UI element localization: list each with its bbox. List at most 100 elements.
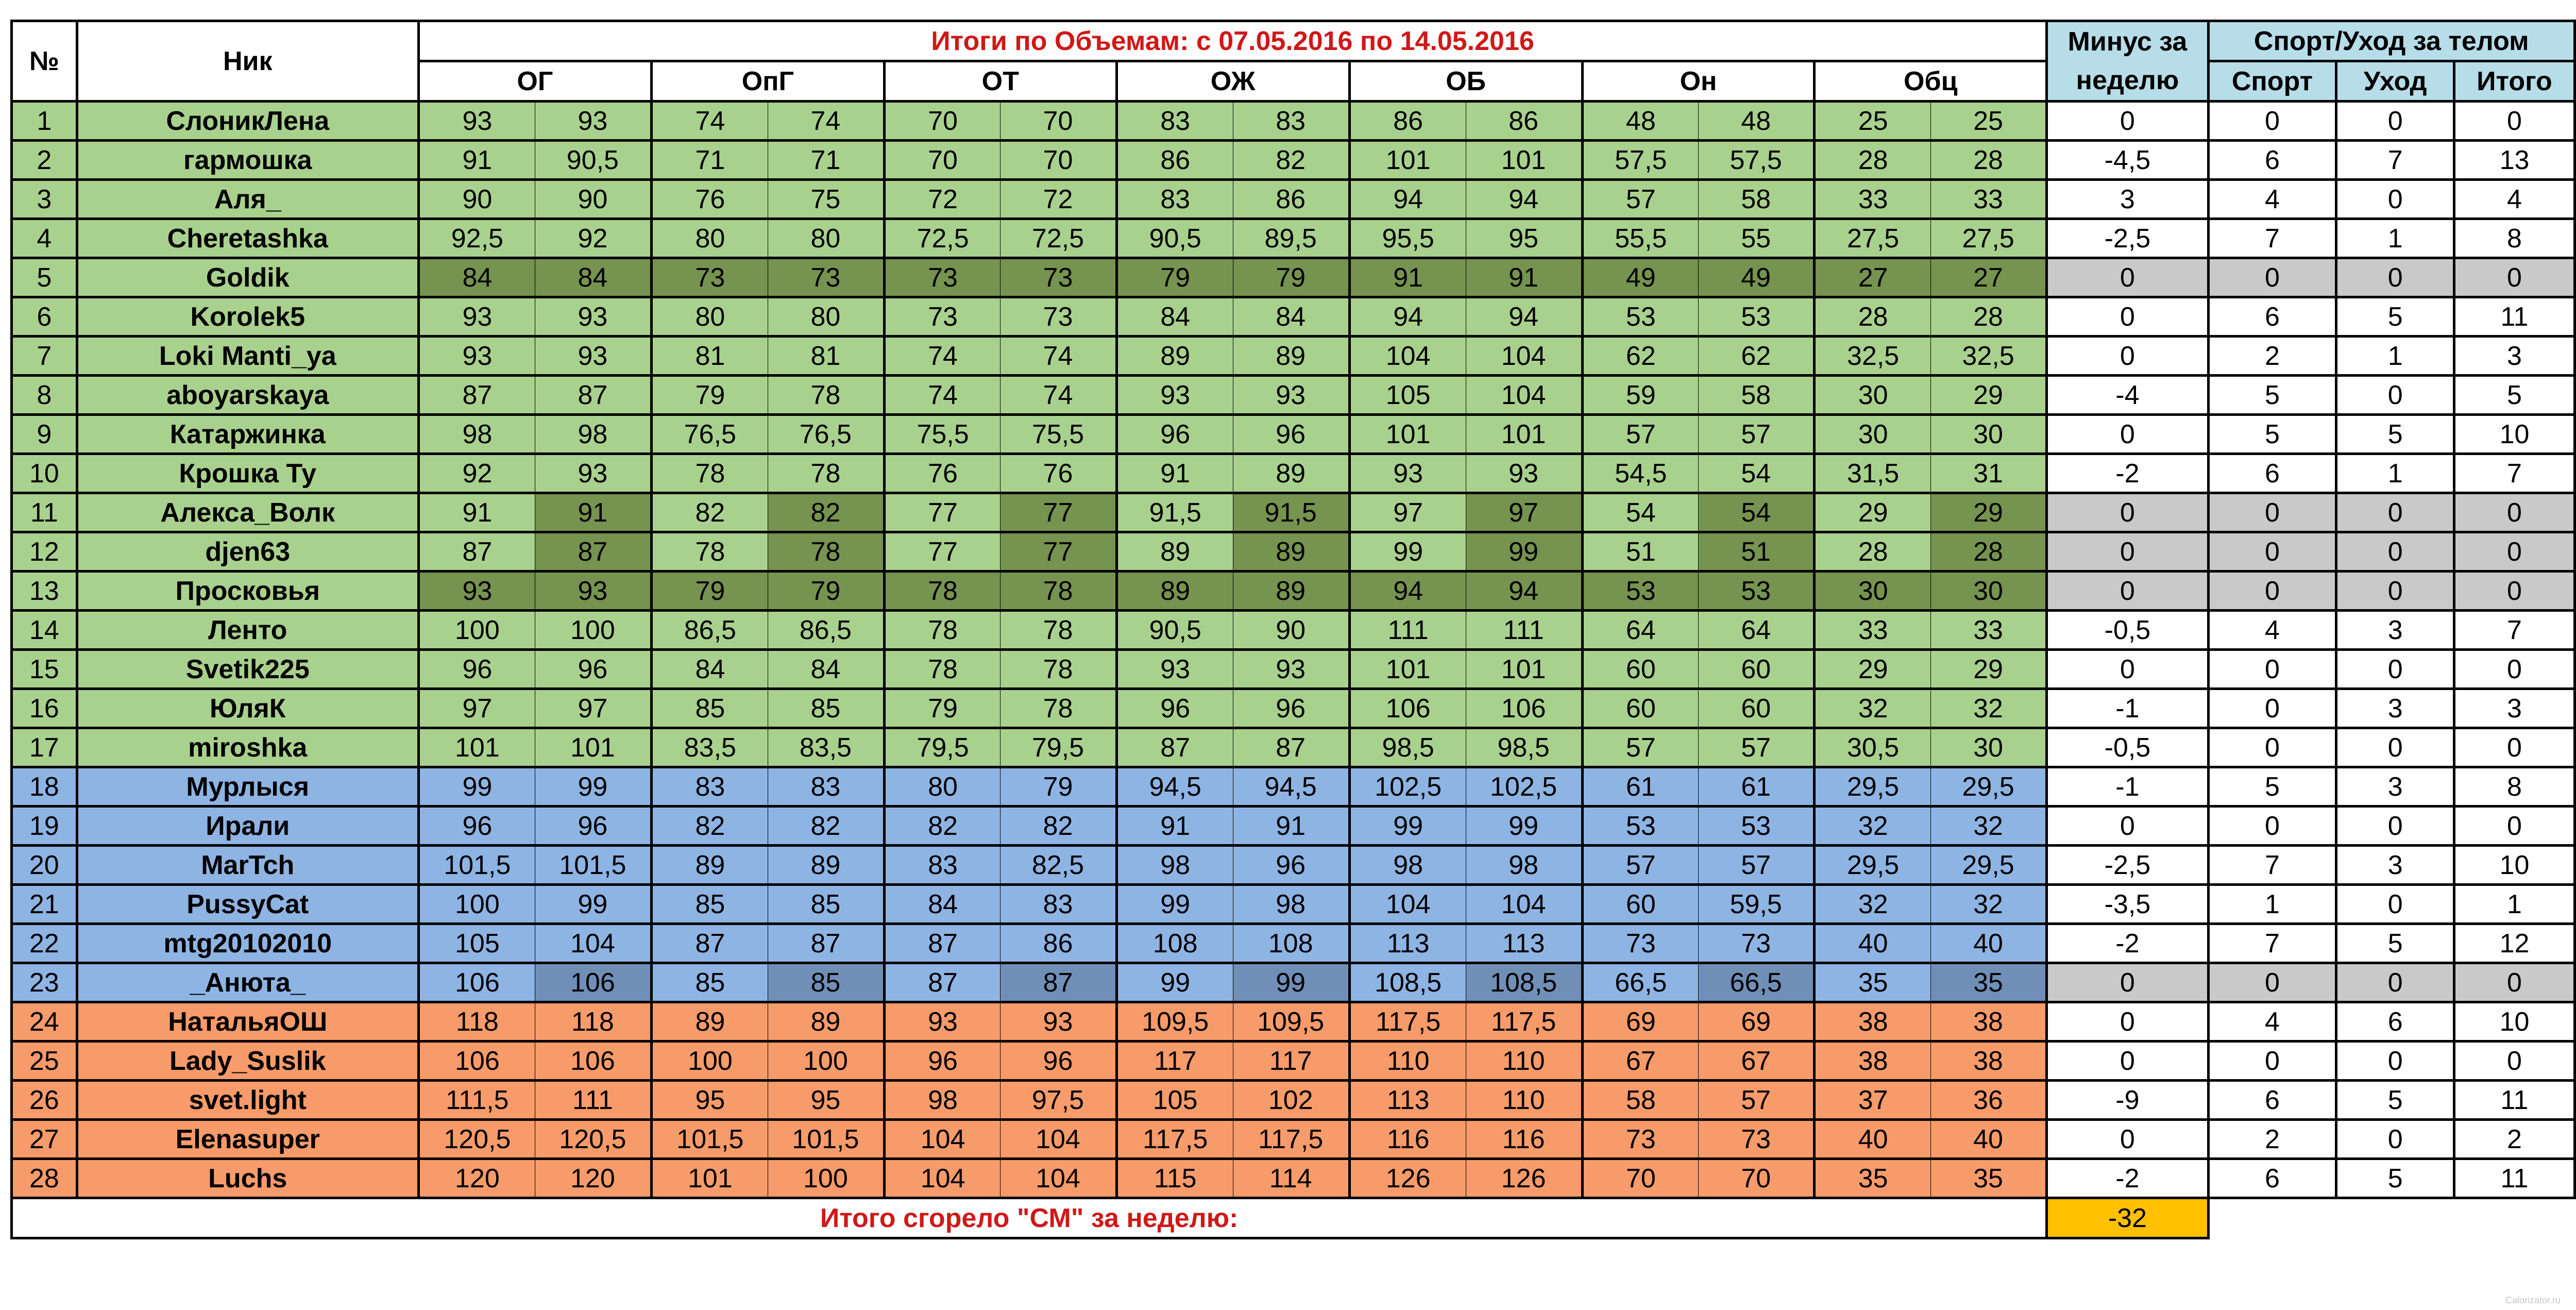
row-nick: aboyarskaya bbox=[75, 374, 420, 416]
row-value: 74 bbox=[883, 374, 1001, 416]
row-value: 76 bbox=[883, 452, 1001, 494]
header-group-ozh: ОЖ bbox=[1115, 60, 1351, 103]
row-value: 100 bbox=[767, 1040, 886, 1082]
row-minus-week: 0 bbox=[2045, 100, 2210, 142]
row-sport: 0 bbox=[2207, 687, 2338, 729]
table-row: 7 Loki Manti_ya 93 93 81 81 74 74 89 89 104 104 62 62… bbox=[10, 335, 2576, 377]
row-value: 91 bbox=[417, 139, 535, 181]
row-number: 7 bbox=[10, 335, 78, 377]
table-row: 2 гармошка 91 90,5 71 71 70 70 86 82 101 101 57,5 57,… bbox=[10, 139, 2576, 181]
row-value: 73 bbox=[767, 257, 886, 298]
table-title: Итоги по Объемам: с 07.05.2016 по 14.05.… bbox=[417, 20, 2048, 62]
row-number: 13 bbox=[10, 570, 78, 612]
row-nick: _Анюта_ bbox=[75, 962, 420, 1003]
row-value: 104 bbox=[1000, 1118, 1118, 1160]
table-row: 22 mtg20102010 105 104 87 87 87 86 108 108 113 113 7… bbox=[10, 922, 2576, 964]
row-nick: НатальяОШ bbox=[75, 1001, 420, 1043]
table-row: 6 Korolek5 93 93 80 80 73 73 84 84 94 94 53 53 28 28 0 6 5… bbox=[10, 296, 2576, 338]
table-row: 13 Просковья 93 93 79 79 78 78 89 89 94 94 53 53 30 30 0… bbox=[10, 570, 2576, 612]
row-value: 102 bbox=[1232, 1079, 1351, 1121]
row-value: 27 bbox=[1813, 257, 1931, 298]
row-value: 53 bbox=[1581, 296, 1699, 338]
header-care: Уход bbox=[2335, 60, 2455, 103]
row-value: 35 bbox=[1813, 962, 1931, 1003]
row-value: 81 bbox=[650, 335, 768, 377]
row-minus-week: 0 bbox=[2045, 296, 2210, 338]
row-value: 60 bbox=[1581, 648, 1699, 690]
row-value: 83 bbox=[1232, 100, 1351, 142]
row-value: 32 bbox=[1930, 805, 2048, 847]
row-minus-week: 3 bbox=[2045, 178, 2210, 220]
row-value: 51 bbox=[1698, 531, 1816, 573]
row-value: 82,5 bbox=[1000, 844, 1118, 886]
row-value: 84 bbox=[650, 648, 768, 690]
row-number: 6 bbox=[10, 296, 78, 338]
row-minus-week: 0 bbox=[2045, 962, 2210, 1003]
table-row: 25 Lady_Suslik 106 106 100 100 96 96 117 117 110 11… bbox=[10, 1040, 2576, 1082]
row-value: 77 bbox=[883, 531, 1001, 573]
row-value: 82 bbox=[650, 805, 768, 847]
row-value: 54 bbox=[1698, 492, 1816, 533]
row-care: 5 bbox=[2335, 1079, 2455, 1121]
row-value: 38 bbox=[1813, 1040, 1931, 1082]
row-value: 85 bbox=[650, 687, 768, 729]
row-care: 5 bbox=[2335, 413, 2455, 455]
row-value: 87 bbox=[417, 374, 535, 416]
row-value: 106 bbox=[1348, 687, 1466, 729]
row-number: 17 bbox=[10, 727, 78, 768]
row-value: 58 bbox=[1698, 374, 1816, 416]
row-value: 98 bbox=[1465, 844, 1584, 886]
row-value: 79 bbox=[883, 687, 1001, 729]
table-row: 12 djen63 87 87 78 78 77 77 89 89 99 99 51 51 28 28 0 0 0 0 bbox=[10, 531, 2576, 573]
row-value: 73 bbox=[1000, 257, 1118, 298]
row-total: 4 bbox=[2452, 178, 2576, 220]
row-value: 76,5 bbox=[650, 413, 768, 455]
row-value: 116 bbox=[1465, 1118, 1584, 1160]
row-sport: 7 bbox=[2207, 844, 2338, 886]
row-value: 95,5 bbox=[1348, 217, 1466, 259]
row-total: 11 bbox=[2452, 1079, 2576, 1121]
header-nick: Ник bbox=[75, 20, 420, 103]
header-minus-bottom: неделю bbox=[2045, 61, 2210, 103]
row-care: 0 bbox=[2335, 178, 2455, 220]
row-sport: 6 bbox=[2207, 1079, 2338, 1121]
row-number: 27 bbox=[10, 1118, 78, 1160]
row-nick: Elenasuper bbox=[75, 1118, 420, 1160]
row-value: 93 bbox=[417, 335, 535, 377]
row-minus-week: 0 bbox=[2045, 531, 2210, 573]
row-value: 94 bbox=[1465, 296, 1584, 338]
row-nick: Cheretashka bbox=[75, 217, 420, 259]
row-value: 96 bbox=[1115, 687, 1233, 729]
row-value: 53 bbox=[1698, 296, 1816, 338]
row-value: 60 bbox=[1581, 883, 1699, 925]
row-nick: Goldik bbox=[75, 257, 420, 298]
row-value: 106 bbox=[1465, 687, 1584, 729]
row-value: 85 bbox=[650, 883, 768, 925]
row-value: 82 bbox=[1232, 139, 1351, 181]
header-group-ot: ОТ bbox=[883, 60, 1118, 103]
row-value: 78 bbox=[1000, 648, 1118, 690]
row-care: 7 bbox=[2335, 139, 2455, 181]
row-value: 58 bbox=[1698, 178, 1816, 220]
row-value: 40 bbox=[1813, 1118, 1931, 1160]
header-total: Итого bbox=[2452, 60, 2576, 103]
table-row: 1 СлоникЛена 93 93 74 74 70 70 83 83 86 86 48 48 25 25 0… bbox=[10, 100, 2576, 142]
row-value: 38 bbox=[1930, 1040, 2048, 1082]
row-sport: 0 bbox=[2207, 648, 2338, 690]
row-nick: Lady_Suslik bbox=[75, 1040, 420, 1082]
row-value: 60 bbox=[1698, 687, 1816, 729]
table-row: 11 Алекса_Волк 91 91 82 82 77 77 91,5 91,5 97 97 54 5… bbox=[10, 492, 2576, 533]
row-number: 10 bbox=[10, 452, 78, 494]
row-value: 73 bbox=[1581, 1118, 1699, 1160]
row-value: 93 bbox=[1232, 648, 1351, 690]
row-minus-week: -0,5 bbox=[2045, 609, 2210, 651]
row-number: 20 bbox=[10, 844, 78, 886]
row-value: 106 bbox=[417, 1040, 535, 1082]
row-value: 99 bbox=[1348, 805, 1466, 847]
row-value: 120,5 bbox=[417, 1118, 535, 1160]
row-care: 0 bbox=[2335, 100, 2455, 142]
row-value: 57 bbox=[1698, 727, 1816, 768]
row-value: 31,5 bbox=[1813, 452, 1931, 494]
row-value: 73 bbox=[1581, 922, 1699, 964]
row-minus-week: -2 bbox=[2045, 1157, 2210, 1199]
